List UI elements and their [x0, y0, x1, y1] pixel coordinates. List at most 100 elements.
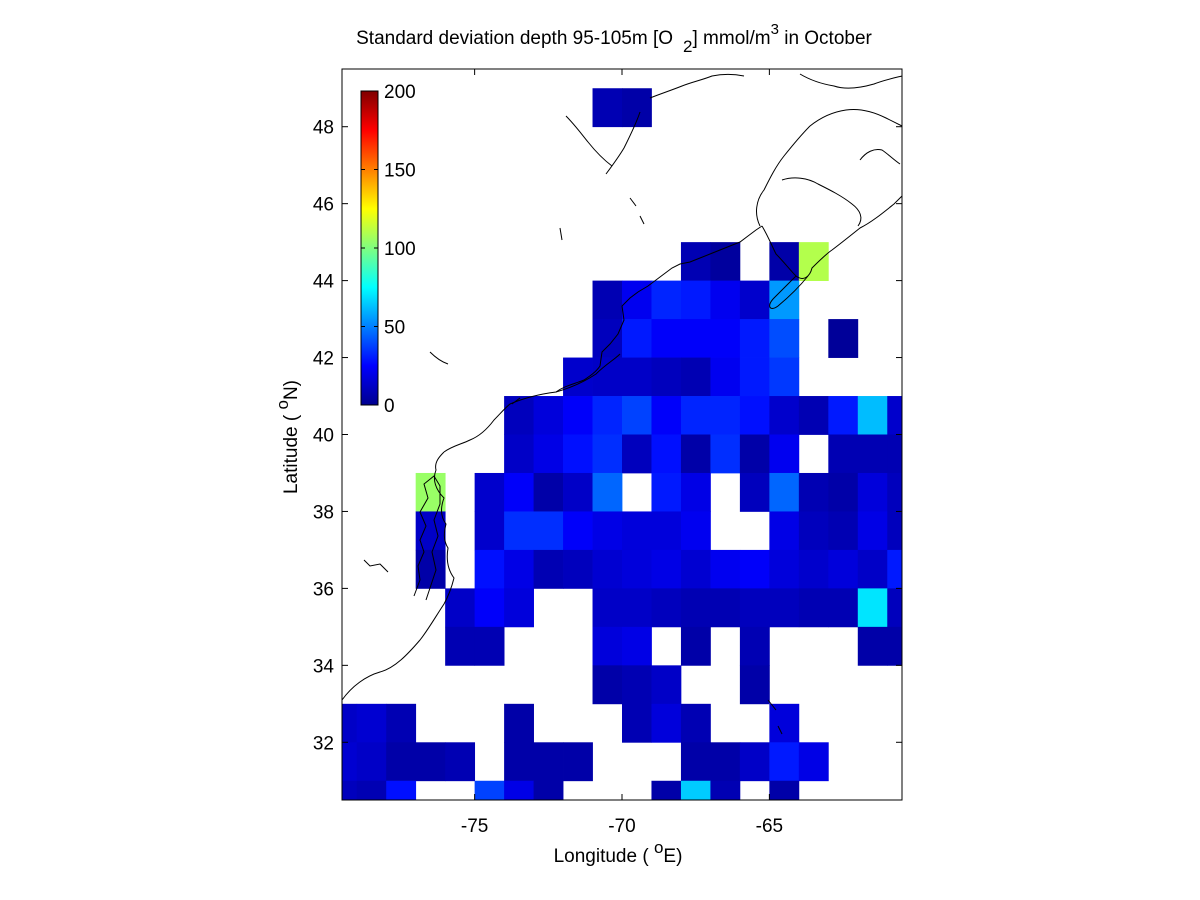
heatmap-cell [622, 588, 652, 628]
x-axis-ticks: -75 -70 -65 [461, 69, 783, 837]
heatmap-cell [651, 511, 682, 551]
heatmap-cell [342, 742, 358, 782]
heatmap-cell [887, 626, 903, 666]
heatmap-cell [739, 396, 770, 435]
y-tick-label: 46 [313, 195, 334, 216]
heatmap-cell [739, 357, 770, 397]
heatmap-cell [592, 357, 623, 397]
heatmap-cell [533, 434, 564, 474]
heatmap-cell [680, 396, 711, 435]
heatmap-cell [798, 242, 829, 281]
heatmap-cell [828, 511, 859, 551]
heatmap-cell [769, 780, 800, 801]
heatmap-cell [651, 319, 682, 358]
y-tick-label: 42 [313, 349, 334, 370]
heatmap-cell [592, 588, 623, 628]
heatmap-cell [415, 742, 446, 782]
heatmap-cell [592, 665, 623, 705]
heatmap-cell [680, 511, 711, 551]
heatmap-cell [828, 434, 859, 474]
heatmap-cell [798, 472, 829, 512]
heatmap-cell [622, 396, 652, 435]
chart-title: Standard deviation depth 95-105m [O 2] mm… [356, 21, 872, 56]
heatmap-cell [504, 588, 534, 628]
heatmap-cell [887, 588, 903, 628]
heatmap-cell [504, 511, 534, 551]
heatmap-cell [769, 742, 800, 782]
heatmap-cell [592, 280, 623, 320]
heatmap-cell [739, 434, 770, 474]
heatmap-cell [563, 742, 593, 782]
heatmap-cell [563, 396, 593, 435]
heatmap-cell [769, 511, 800, 551]
heatmap-cell [680, 319, 711, 358]
heatmap-cell [857, 549, 888, 589]
heatmap-cell [622, 626, 652, 666]
y-tick-label: 38 [313, 502, 334, 523]
heatmap-cell [680, 780, 711, 801]
heatmap-cell [887, 511, 903, 551]
heatmap-cell [563, 511, 593, 551]
heatmap-cell [680, 242, 711, 281]
heatmap-cell [533, 472, 564, 512]
heatmap-cell [356, 742, 387, 782]
heatmap-cell [887, 396, 903, 435]
heatmap-cell [651, 549, 682, 589]
heatmap-cell [739, 665, 770, 705]
heatmap-cell [474, 472, 505, 512]
heatmap-cell [769, 703, 800, 743]
heatmap-cell [342, 703, 358, 743]
y-axis-label: Latitude ( oN) [273, 380, 302, 494]
heatmap-cell [739, 588, 770, 628]
y-tick-label: 32 [313, 733, 334, 754]
heatmap-cell [769, 588, 800, 628]
heatmap-cell [356, 703, 387, 743]
heatmap-cell [680, 280, 711, 320]
heatmap-cell [887, 472, 903, 512]
heatmap-cell [592, 472, 623, 512]
heatmap-cell [798, 549, 829, 589]
heatmap-cell [622, 319, 652, 358]
colorbar-tick-label: 50 [384, 318, 405, 339]
heatmap-cell [474, 626, 505, 666]
heatmap-cell [504, 703, 534, 743]
heatmap-cell [680, 742, 711, 782]
heatmap-cell [680, 434, 711, 474]
heatmap-cell [651, 434, 682, 474]
heatmap-cell [651, 780, 682, 801]
heatmap-cell [592, 396, 623, 435]
heatmap-cell [563, 549, 593, 589]
heatmap-cell [651, 665, 682, 705]
heatmap-cell [798, 396, 829, 435]
heatmap-cell [504, 396, 534, 435]
heatmap-cell [592, 511, 623, 551]
heatmap-cell [857, 434, 888, 474]
heatmap-cell [887, 549, 903, 589]
heatmap-cell [622, 357, 652, 397]
heatmap-cell [533, 396, 564, 435]
heatmap-cell [828, 588, 859, 628]
heatmap-cell [651, 703, 682, 743]
heatmap-cell [710, 549, 741, 589]
heatmap-cell [474, 780, 505, 801]
heatmap-cell [504, 472, 534, 512]
heatmap-cell [474, 549, 505, 589]
heatmap-cell [445, 742, 476, 782]
heatmap-cell [651, 396, 682, 435]
heatmap-cell [857, 626, 888, 666]
colorbar: 0 50 100 150 200 [360, 82, 416, 417]
colorbar-tick-label: 100 [384, 239, 416, 260]
heatmap-cell [445, 588, 476, 628]
heatmap-cell [533, 549, 564, 589]
heatmap-cell [504, 434, 534, 474]
heatmap-cell [680, 703, 711, 743]
heatmap-cell [651, 280, 682, 320]
heatmap-cell [356, 780, 387, 801]
heatmap-cell [622, 703, 652, 743]
heatmap-cell [710, 434, 741, 474]
x-tick-label: -75 [461, 816, 488, 837]
heatmap-cell [445, 626, 476, 666]
heatmap-cell [622, 665, 652, 705]
heatmap-cell [651, 588, 682, 628]
